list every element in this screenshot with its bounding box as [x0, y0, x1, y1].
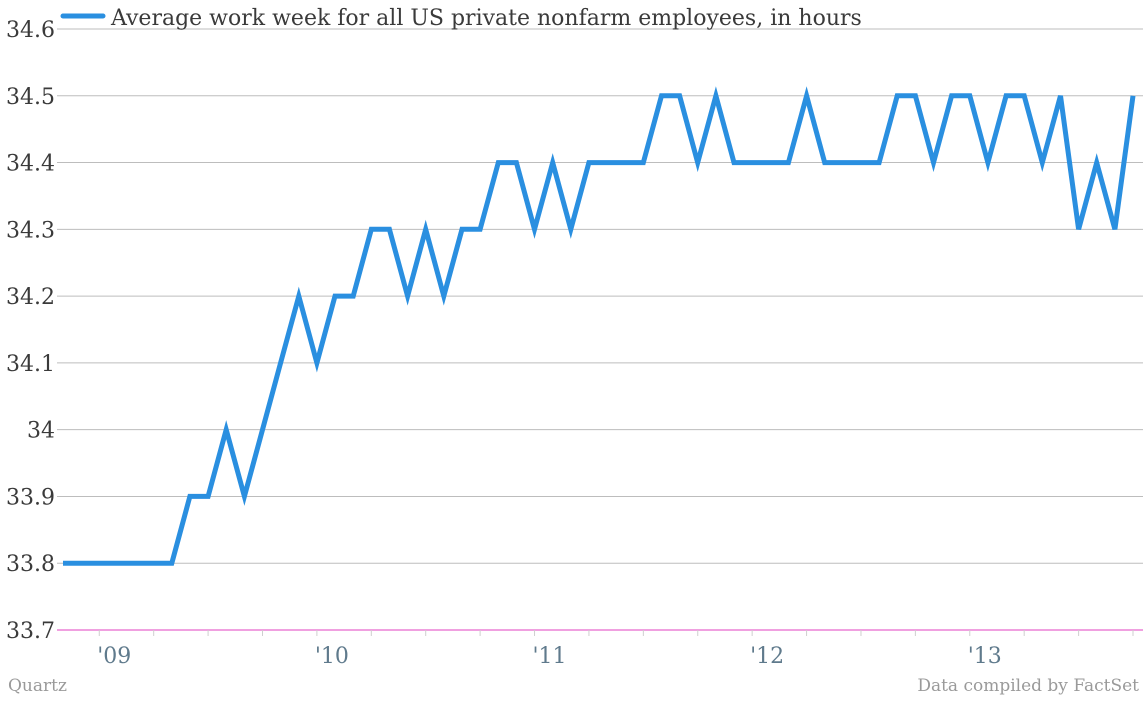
y-tick-label: 34.4	[6, 152, 55, 177]
y-tick-label: 34.5	[6, 85, 55, 110]
y-tick-label: 33.8	[6, 552, 55, 577]
x-tick-label: '13	[968, 644, 1002, 669]
y-tick-label: 34	[27, 419, 55, 444]
y-tick-label: 33.7	[6, 619, 55, 644]
credit-source: Data compiled by FactSet	[917, 676, 1139, 696]
legend-label: Average work week for all US private non…	[110, 6, 862, 31]
x-tick-label: '10	[315, 644, 349, 669]
y-tick-label: 34.3	[6, 218, 55, 243]
series-line	[63, 86, 1136, 566]
y-tick-label: 34.6	[6, 18, 55, 43]
x-tick-label: '12	[750, 644, 784, 669]
y-tick-label: 34.2	[6, 285, 55, 310]
y-tick-label: 34.1	[6, 352, 55, 377]
x-tick-label: '09	[97, 644, 131, 669]
credit-quartz: Quartz	[8, 676, 67, 696]
x-tick-label: '11	[533, 644, 567, 669]
y-tick-label: 33.9	[6, 485, 55, 510]
